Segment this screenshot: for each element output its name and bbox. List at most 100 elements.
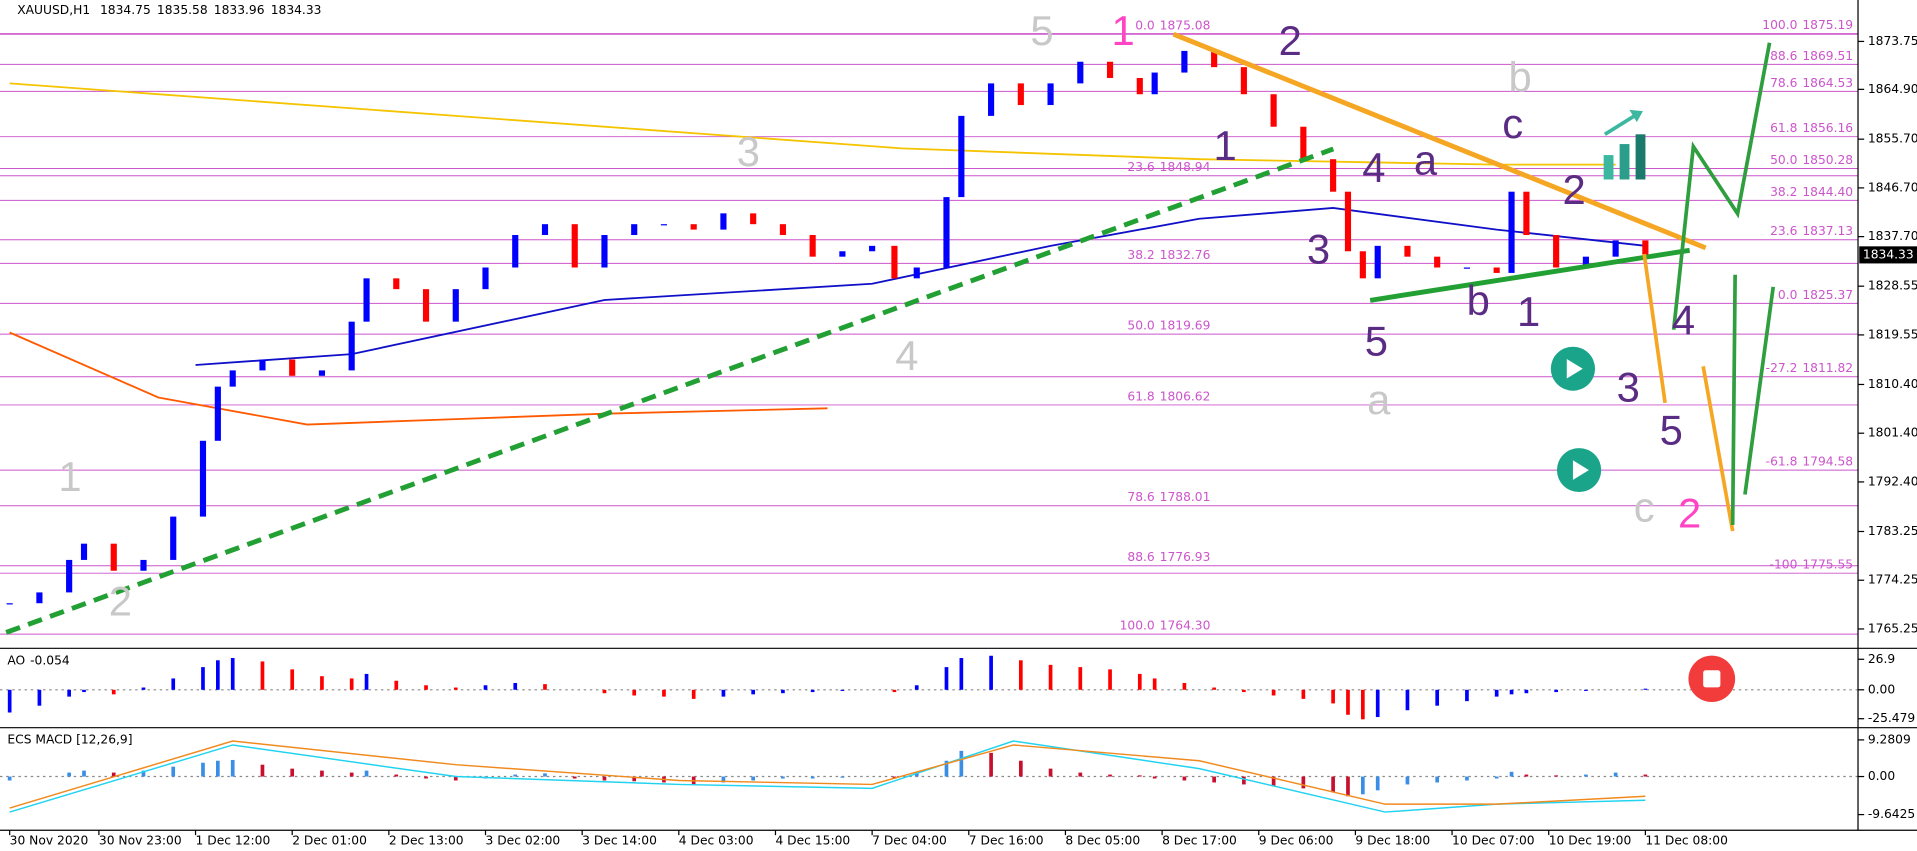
histogram-bar [840,689,845,691]
wave-label: b [1467,277,1490,324]
fib-ratio: 78.6 [1127,490,1155,504]
candle [363,278,370,322]
wave-label: 5 [1660,407,1683,454]
fib-label: 0.0 1825.37 [1778,287,1853,301]
play-icon [1566,358,1583,379]
histogram-bar [364,673,369,690]
fib-ratio: -100 [1770,557,1798,571]
moving-average [195,207,1646,366]
histogram-bar [349,772,354,777]
histogram-bar [1613,772,1618,777]
indicator-line [9,740,1646,809]
histogram-bar [1301,689,1306,699]
histogram-bar [1375,689,1380,718]
candle [512,235,519,268]
histogram-bar [944,760,949,777]
y-tick-label: 1810.40 [1868,377,1917,391]
histogram-bar [721,776,726,783]
candle [631,224,638,236]
histogram-bar [453,776,458,781]
histogram-bar [1242,689,1246,693]
histogram-bar [543,773,547,777]
wave-label: 3 [1307,226,1330,273]
histogram-bar [1509,771,1514,777]
fib-label: 0.0 1875.08 [1135,18,1210,32]
histogram-bar [1554,689,1558,693]
wave-label: 2 [1563,166,1586,213]
fib-price: 1764.30 [1160,618,1211,632]
histogram-bar [1509,689,1514,695]
candle [891,245,898,279]
header: XAUUSD,H1 1834.75 1835.58 1833.96 1834.33 [17,2,321,16]
histogram-bar [602,776,607,781]
candle [1344,191,1352,252]
y-tick-label: 1783.25 [1868,524,1917,538]
histogram-bar [1360,776,1365,795]
candle [1523,191,1530,236]
fib-ratio: 38.2 [1770,184,1797,198]
candle [6,603,13,605]
histogram-bar [1405,776,1410,785]
projection-arrows [1642,42,1776,532]
candle [1493,267,1500,273]
layer: 1873.75 1864.90 1855.70 1846.70 1837.70 1828.… [0,18,1917,848]
histogram-bar [1435,776,1440,783]
fib-price: 1775.55 [1802,557,1853,571]
candle [140,559,147,571]
y-tick-label: 1765.25 [1868,621,1917,635]
icon-arrow [1629,109,1643,123]
icon-bar [1619,144,1630,180]
histogram-bar [781,689,785,694]
fib-price: 1819.69 [1160,318,1211,332]
candle [1300,126,1307,160]
fib-label: 100.0 1764.30 [1120,618,1211,632]
fib-price: 1832.76 [1160,247,1211,261]
fib-label: 50.0 1850.28 [1770,152,1853,166]
candle [913,267,920,279]
histogram-bar [260,764,265,777]
candle [601,235,608,268]
fib-price: 1864.53 [1802,75,1853,89]
fib-label: 23.6 1837.13 [1770,224,1853,238]
histogram-bar [1108,669,1112,690]
candle [958,115,965,198]
fib-ratio: 78.6 [1770,75,1798,89]
fib-ratio: 50.0 [1770,152,1797,166]
wave-label: 5 [1365,317,1388,364]
histogram-bar [1331,689,1335,704]
histogram-bar [1108,774,1112,777]
moving-average [9,331,828,426]
histogram-bar [111,689,116,695]
candle [809,235,816,257]
histogram-bar [141,770,146,777]
histogram-bar [216,660,220,690]
candle [869,245,876,252]
ao-header: AO -0.054 [7,653,70,667]
histogram-bar [1584,774,1588,777]
histogram-bar [840,776,845,778]
fib-label: 78.6 1788.01 [1127,490,1210,504]
wave-label: c [1634,483,1655,530]
candle [943,197,950,268]
fib-ratio: 61.8 [1127,389,1154,403]
histogram-bar [82,689,86,693]
histogram-bar [1643,774,1648,777]
histogram-bar [1271,776,1276,787]
y-tick-label: 1828.55 [1868,279,1917,293]
histogram-bar [1078,772,1083,777]
fib-price: 1776.93 [1160,550,1211,564]
histogram-bar [1182,776,1187,781]
histogram-bar [810,776,815,779]
x-tick-label: 10 Dec 07:00 [1452,834,1535,848]
candle [1582,256,1589,268]
arrow [1743,286,1776,495]
price-tag-label: 1834.33 [1863,247,1914,261]
fib-ratio: 50.0 [1127,318,1154,332]
fib-ratio: 100.0 [1762,18,1797,32]
candle [318,370,326,376]
histogram-bar [513,682,518,690]
wave-label: a [1367,376,1391,423]
candle [690,224,697,230]
fib-price: 1848.94 [1160,160,1211,174]
histogram-bar [1331,776,1335,793]
